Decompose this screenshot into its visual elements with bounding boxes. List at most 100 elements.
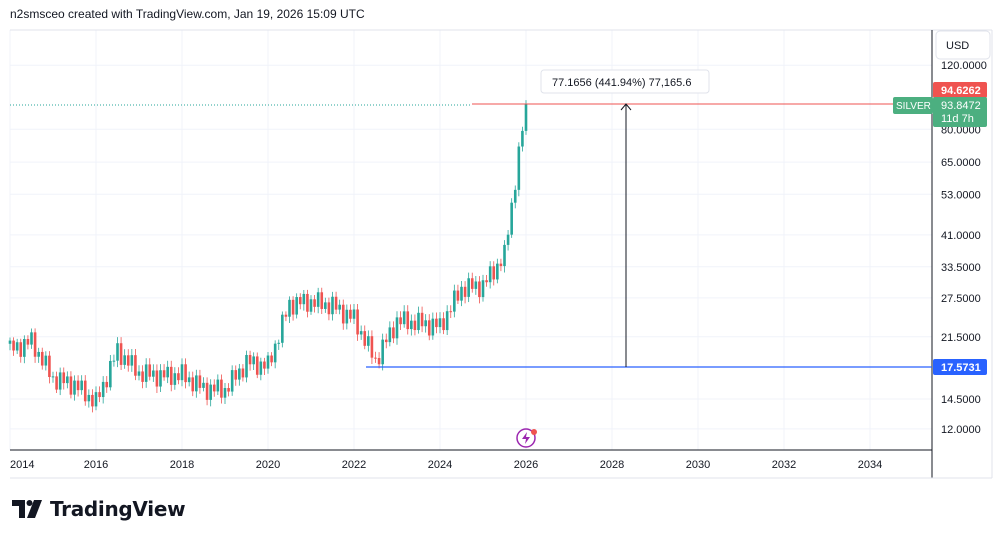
candle-body xyxy=(302,293,306,305)
candle-body xyxy=(295,297,298,315)
alert-icon[interactable] xyxy=(516,428,537,448)
candle-body xyxy=(316,292,320,307)
candle-body xyxy=(485,280,488,283)
candle-body xyxy=(273,343,277,363)
x-tick-label: 2018 xyxy=(170,459,194,471)
candle-body xyxy=(363,331,367,346)
candle-body xyxy=(130,355,134,366)
candle-body xyxy=(23,338,26,357)
candle xyxy=(521,126,524,152)
support-price-badge: 17.5731 xyxy=(933,359,987,375)
candle xyxy=(485,275,488,287)
candle-body xyxy=(377,357,381,365)
candle-body xyxy=(406,311,410,330)
candle-body xyxy=(392,327,395,339)
x-tick-label: 2024 xyxy=(428,459,452,471)
candle xyxy=(119,337,123,370)
candle-body xyxy=(195,375,198,392)
candle-body xyxy=(506,234,510,245)
candle xyxy=(241,364,245,382)
candle-body xyxy=(230,370,234,392)
candle-body xyxy=(177,373,180,381)
candle-body xyxy=(216,379,220,392)
candle-body xyxy=(184,364,187,383)
candle-body xyxy=(424,320,427,327)
candle xyxy=(503,240,506,273)
candle-body xyxy=(123,355,126,365)
chart-header: n2smsceo created with TradingView.com, J… xyxy=(10,7,365,21)
candle-body xyxy=(162,370,166,378)
candle xyxy=(410,314,413,336)
candle xyxy=(402,305,406,328)
y-tick-label: 12.0000 xyxy=(941,424,981,436)
candle-body xyxy=(470,278,474,289)
candle xyxy=(295,293,298,319)
candle xyxy=(456,284,460,304)
currency-button[interactable]: USD xyxy=(935,30,991,60)
candle-body xyxy=(73,380,76,395)
candle xyxy=(417,306,420,334)
candle-body xyxy=(266,355,270,369)
candle-body xyxy=(19,342,23,357)
candle-body xyxy=(402,311,406,325)
candle xyxy=(377,352,381,369)
candle-body xyxy=(284,314,288,317)
candle xyxy=(424,314,427,333)
candle xyxy=(12,337,15,356)
tradingview-logo[interactable]: TradingView xyxy=(12,496,186,522)
candle xyxy=(470,272,474,293)
candle xyxy=(341,299,345,330)
candle-body xyxy=(521,130,524,147)
candle-body xyxy=(87,394,91,402)
candle-body xyxy=(109,360,112,388)
candle-body xyxy=(98,392,101,398)
x-tick-label: 2020 xyxy=(256,459,280,471)
candle xyxy=(62,367,66,390)
candle-body xyxy=(313,299,316,307)
candle xyxy=(152,364,155,382)
candle-body xyxy=(205,382,209,400)
candle xyxy=(169,360,173,392)
candle xyxy=(37,347,40,363)
candle-body xyxy=(241,368,245,378)
candle xyxy=(427,314,431,341)
candle xyxy=(123,349,126,369)
candle-body xyxy=(356,309,359,335)
candle xyxy=(291,296,295,321)
candle xyxy=(270,352,273,367)
candle xyxy=(284,311,288,322)
candle-body xyxy=(112,360,116,362)
candle xyxy=(159,364,162,393)
candle-body xyxy=(374,357,377,359)
candle-body xyxy=(180,364,184,381)
candle xyxy=(281,311,284,348)
candle-body xyxy=(517,146,521,190)
candle xyxy=(420,306,424,333)
candle-body xyxy=(209,384,212,400)
candle-body xyxy=(80,380,83,391)
candle xyxy=(273,340,277,369)
candle xyxy=(356,303,359,341)
candle-body xyxy=(198,375,202,388)
candle-body xyxy=(399,317,402,325)
logo-wordmark: TradingView xyxy=(50,497,186,521)
candle-body xyxy=(144,364,148,382)
candle-body xyxy=(442,318,445,331)
candle xyxy=(499,258,503,272)
candle-body xyxy=(169,366,173,385)
candle-body xyxy=(499,263,503,267)
candle-body xyxy=(259,361,263,375)
candle-body xyxy=(255,356,259,375)
candle-body xyxy=(191,377,195,392)
candle-body xyxy=(116,343,119,361)
y-tick-label: 120.0000 xyxy=(941,60,987,72)
candle xyxy=(370,330,374,365)
candle xyxy=(109,355,112,391)
candle xyxy=(388,321,392,347)
candle-body xyxy=(309,299,313,312)
symbol-badge[interactable]: SILVER xyxy=(893,97,933,114)
candle-body xyxy=(66,376,69,384)
candle xyxy=(463,281,467,304)
candle-body xyxy=(298,297,302,305)
